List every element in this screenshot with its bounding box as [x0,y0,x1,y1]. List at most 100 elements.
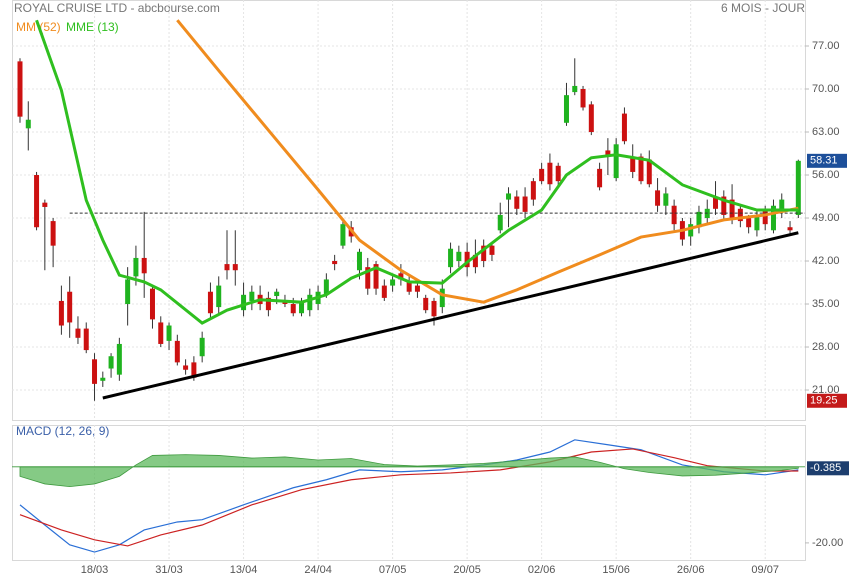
candle-body [572,85,578,93]
candle-body [199,337,205,357]
candle-body [431,300,437,317]
price-panel [12,0,806,421]
candle-body [729,199,735,219]
macd-line [19,448,799,547]
y-tick-label: 63.00 [812,126,840,138]
candle-body [274,291,280,297]
y-tick-label: -20.00 [812,537,843,549]
candle-body [472,254,478,268]
candle-body [514,196,520,209]
ma-line [176,19,799,304]
candle-body [58,300,64,326]
candle-body [125,279,131,305]
candle-body [398,273,404,280]
candle-body [770,205,776,231]
candle-body [307,294,313,311]
candle-body [241,294,247,311]
candle-body [390,279,396,286]
candle-body [216,285,222,308]
candle-body [100,377,106,381]
chart-subtitle: 6 MOIS - JOUR [721,1,805,15]
x-tick-label: 15/06 [602,564,630,576]
candle-body [158,322,164,344]
candle-body [779,199,785,212]
candle-body [506,193,512,200]
legend-label: MME (13) [66,20,119,34]
x-tick-label: 13/04 [230,564,258,576]
candle-body [597,168,603,188]
y-tick-label: 49.00 [812,212,840,224]
candle-body [414,285,420,292]
candle-body [323,279,329,295]
candle-body [133,257,139,277]
candle-body [655,190,661,206]
candle-body [555,165,561,182]
candle-body [166,325,172,341]
candle-body [108,356,114,369]
candle-body [497,214,503,231]
histogram-area [19,454,799,488]
candle-body [630,156,636,172]
candle-body [116,343,122,375]
candle-body [365,267,371,289]
candle-body [605,150,611,157]
y-tick-label: 28.00 [812,341,840,353]
candle-body [75,328,81,338]
candle-body [265,297,271,311]
chart-title: ROYAL CRUISE LTD - abcbourse.com [14,1,220,15]
candle-body [646,159,652,185]
candle-body [671,205,677,225]
y-tick-label: 42.00 [812,255,840,267]
candle-body [588,104,594,133]
low-price-label: 19.25 [810,395,838,407]
candle-body [746,218,752,228]
candle-body [721,196,727,215]
y-tick-label: 21.00 [812,384,840,396]
x-tick-label: 31/03 [155,564,183,576]
macd-panel [12,425,806,561]
x-tick-label: 07/05 [379,564,407,576]
macd-line [19,439,799,553]
candle-body [141,257,147,274]
candle-body [249,291,255,301]
y-tick-label: 70.00 [812,83,840,95]
candle-body [481,245,487,262]
x-tick-label: 20/05 [453,564,481,576]
candle-body [737,208,743,222]
candle-body [754,214,760,231]
trendline [102,231,799,400]
x-tick-label: 02/06 [528,564,556,576]
candle-body [638,156,644,182]
candle-body [17,61,23,117]
last-price-badge [807,153,847,168]
candle-body [530,181,536,200]
x-tick-label: 09/07 [751,564,779,576]
last-price-label: 58.31 [810,155,838,167]
candle-body [67,291,73,323]
candle-body [183,365,189,370]
candle-body [762,208,768,225]
candle-body [373,264,379,289]
candle-body [522,196,528,212]
low-price-badge [807,393,847,408]
x-tick-label: 24/04 [304,564,332,576]
candle-body [456,251,462,262]
candle-body [174,340,180,363]
candle-body [356,251,362,271]
candle-body [224,264,230,271]
candle-body [290,304,296,314]
candle-body [795,160,801,215]
candle-body [34,175,40,228]
candle-body [149,288,155,320]
candle-body [613,144,619,179]
candle-body [92,359,98,384]
y-tick-label: 56.00 [812,169,840,181]
y-tick-label: 77.00 [812,40,840,52]
candle-body [423,297,429,311]
x-tick-label: 26/06 [677,564,705,576]
candle-body [232,264,238,271]
candle-body [787,227,793,231]
candle-body [332,261,338,265]
candle-body [663,193,669,206]
